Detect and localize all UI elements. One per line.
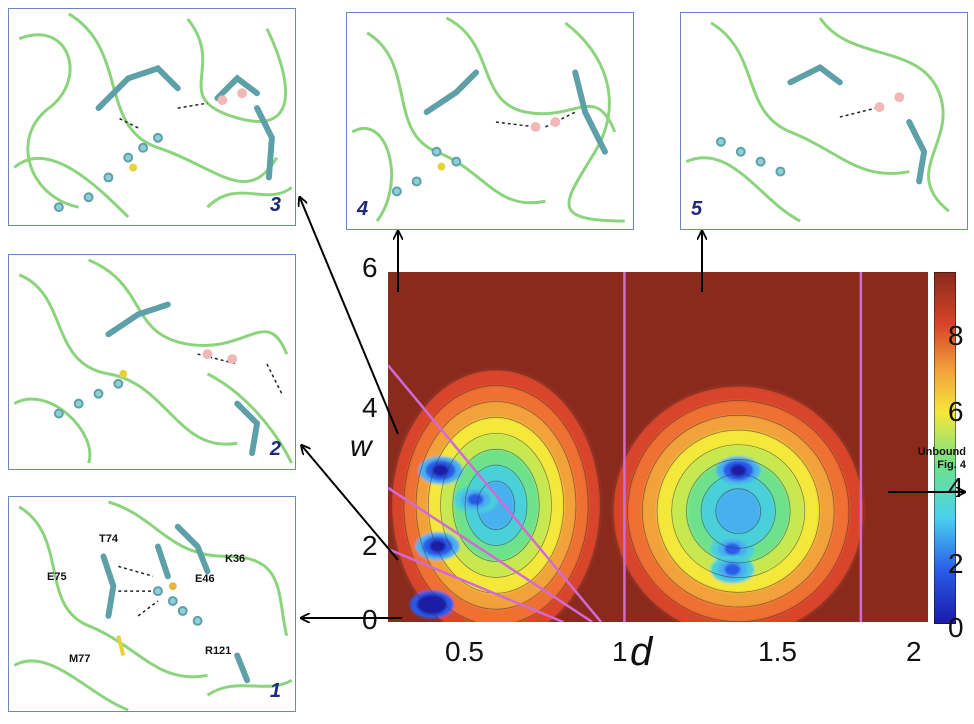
energy-minimum: [423, 598, 440, 611]
structure-render-4: [351, 16, 625, 223]
residue-label: E75: [47, 571, 67, 583]
colorbar: [934, 272, 956, 624]
unbound-label: Unbound: [917, 446, 966, 458]
free-energy-contour-plot: [388, 272, 928, 622]
colorbar-tick-label: 8: [948, 320, 964, 351]
structure-panel-5: 5: [680, 12, 968, 230]
x-tick-label: 1: [612, 636, 628, 667]
colorbar-tick-label: 2: [948, 548, 964, 579]
panel-label-3: 3: [269, 194, 281, 216]
panel-label-4: 4: [357, 198, 369, 220]
structure-render-1: [13, 500, 293, 711]
structure-panel-4: 4: [346, 12, 634, 230]
residue-label: E46: [195, 573, 215, 585]
region-separator: [388, 547, 564, 622]
structure-render-5: [685, 17, 950, 223]
contour-level: [671, 444, 806, 579]
structure-panel-3: 3: [8, 8, 296, 226]
y-tick-label: 2: [362, 530, 378, 561]
colorbar-tick-label: 0: [948, 612, 964, 643]
y-tick-label: 6: [362, 252, 378, 283]
panel-label-1: 1: [269, 680, 281, 702]
structure-render-2: [13, 258, 294, 464]
y-tick-label: 0: [362, 604, 378, 635]
residue-label: R121: [205, 645, 232, 657]
region-separator: [388, 364, 603, 622]
arrow-to-panel-3: [300, 198, 399, 435]
residue-label: K36: [225, 553, 246, 565]
x-tick-label: 1.5: [758, 636, 797, 667]
colorbar-tick-label: 4: [948, 472, 964, 503]
x-tick-label: 2: [906, 636, 922, 667]
unbound-annotation: Unbound Fig. 4: [876, 446, 966, 472]
residue-label: T74: [99, 533, 118, 545]
x-tick-label: 0.5: [445, 636, 484, 667]
contour-level: [627, 400, 850, 622]
contour-level: [403, 385, 589, 622]
structure-render-3: [13, 12, 293, 219]
region-separator: [388, 486, 594, 622]
panel-label-2: 2: [269, 438, 281, 460]
y-tick-label: 4: [362, 392, 378, 423]
energy-minimum: [429, 540, 446, 553]
energy-minimum: [432, 464, 449, 477]
contour-level: [700, 473, 776, 549]
contour-level: [656, 429, 820, 593]
contour-level: [641, 414, 835, 608]
contour-level: [464, 464, 528, 546]
figure-reference: Fig. 4: [937, 459, 966, 471]
contour-level: [715, 488, 761, 534]
structure-panel-2: 2: [8, 254, 296, 470]
y-axis-label: w: [350, 430, 372, 463]
energy-minimum: [467, 493, 484, 506]
colorbar-tick-label: 6: [948, 396, 964, 427]
panel-label-5: 5: [691, 198, 703, 220]
energy-minimum: [730, 464, 747, 477]
contour-level: [715, 488, 762, 534]
structure-panel-1: T74 E75 E46 K36 M77 R121 1: [8, 496, 296, 712]
residue-label: M77: [69, 653, 91, 665]
energy-minimum: [724, 543, 741, 556]
x-axis-label: d: [630, 630, 653, 674]
contour-level: [476, 480, 516, 530]
contour-level: [452, 448, 540, 562]
contour-level: [440, 432, 552, 578]
energy-minimum: [724, 563, 741, 576]
contour-level: [686, 459, 791, 564]
contour-level: [612, 385, 864, 622]
